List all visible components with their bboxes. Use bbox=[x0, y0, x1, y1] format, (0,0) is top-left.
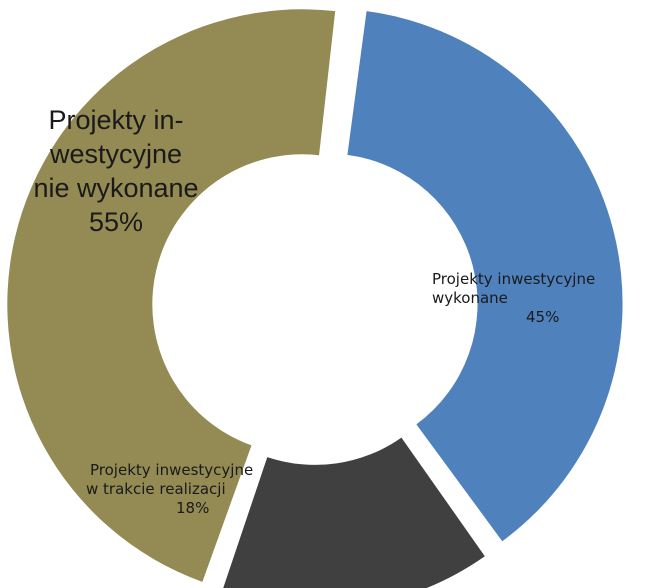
donut-slices bbox=[7, 9, 623, 588]
slice-nie-wykonane bbox=[7, 9, 336, 582]
slice-w-trakcie-realizacji bbox=[223, 437, 485, 588]
slice-wykonane bbox=[347, 11, 623, 542]
